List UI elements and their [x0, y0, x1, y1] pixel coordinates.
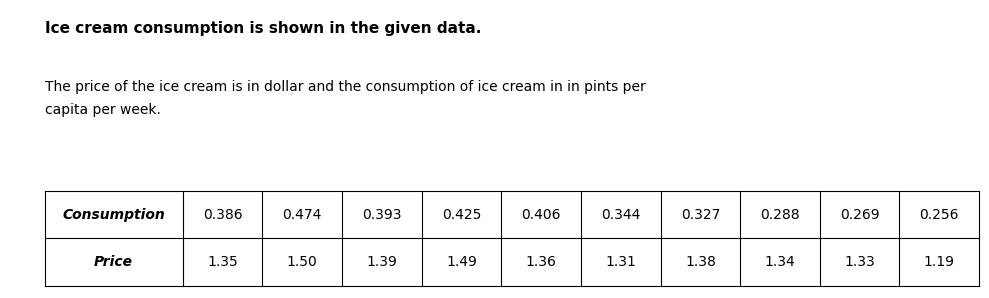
Text: 1.38: 1.38 — [685, 255, 716, 269]
Text: 0.256: 0.256 — [920, 208, 959, 221]
Text: 0.406: 0.406 — [521, 208, 561, 221]
Text: 1.49: 1.49 — [446, 255, 477, 269]
Text: 1.34: 1.34 — [764, 255, 795, 269]
Text: 0.327: 0.327 — [680, 208, 720, 221]
Text: Price: Price — [94, 255, 134, 269]
Text: Ice cream consumption is shown in the given data.: Ice cream consumption is shown in the gi… — [45, 21, 481, 36]
Text: 1.39: 1.39 — [367, 255, 398, 269]
Text: 1.33: 1.33 — [845, 255, 875, 269]
Text: 1.35: 1.35 — [208, 255, 238, 269]
Text: 0.288: 0.288 — [761, 208, 800, 221]
Text: 0.474: 0.474 — [283, 208, 322, 221]
Text: Consumption: Consumption — [62, 208, 165, 221]
Text: 1.50: 1.50 — [287, 255, 317, 269]
Text: 0.425: 0.425 — [442, 208, 482, 221]
Text: 0.344: 0.344 — [601, 208, 641, 221]
Text: 0.393: 0.393 — [362, 208, 402, 221]
Text: 0.386: 0.386 — [203, 208, 242, 221]
Text: 1.31: 1.31 — [605, 255, 636, 269]
Text: 1.36: 1.36 — [526, 255, 557, 269]
Text: 1.19: 1.19 — [924, 255, 954, 269]
Text: The price of the ice cream is in dollar and the consumption of ice cream in in p: The price of the ice cream is in dollar … — [45, 80, 645, 117]
Text: 0.269: 0.269 — [840, 208, 879, 221]
